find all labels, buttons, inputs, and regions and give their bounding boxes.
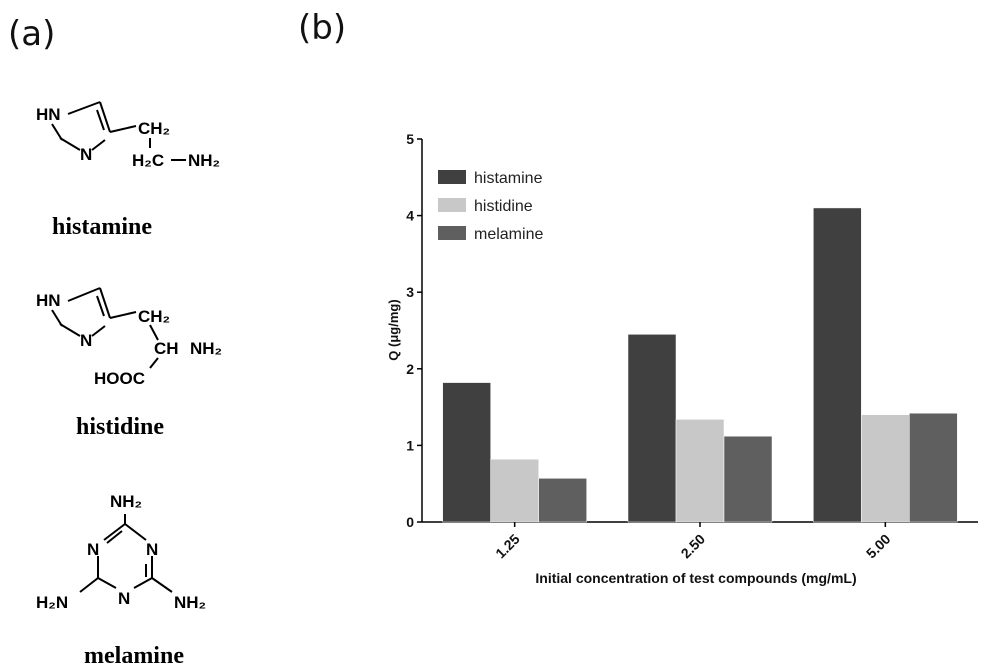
- histamine-hn-label: HN: [36, 105, 61, 124]
- bar-histamine: [813, 207, 862, 523]
- y-tick-label: 5: [406, 131, 414, 147]
- histidine-name: histidine: [76, 414, 165, 440]
- x-axis-label: Initial concentration of test compounds …: [535, 570, 856, 586]
- melamine-nh2-top-label: NH₂: [110, 492, 142, 511]
- melamine-structure: [79, 514, 173, 593]
- bar-melamine: [909, 412, 958, 523]
- histidine-ch2-label: CH₂: [138, 307, 170, 326]
- legend-label-histamine: histamine: [474, 170, 543, 187]
- x-tick-label: 2.50: [678, 531, 709, 562]
- bar-histamine: [627, 334, 677, 523]
- histidine-hn-label: HN: [36, 291, 61, 310]
- y-tick-label: 0: [406, 514, 414, 530]
- histamine-h2c-label: H₂C: [132, 151, 164, 170]
- y-axis-label: Q (μg/mg): [386, 299, 401, 360]
- bar-histidine: [861, 414, 910, 523]
- bar-histidine: [490, 458, 539, 523]
- melamine-n-bottom-label: N: [118, 589, 130, 608]
- histidine-hooc-label: HOOC: [94, 369, 145, 388]
- histamine-structure: [51, 101, 186, 161]
- melamine-n-right-label: N: [146, 540, 158, 559]
- histidine-ch-label: CH: [154, 339, 179, 358]
- legend-swatch-histamine: [438, 170, 466, 184]
- panel-label-b: (b): [298, 8, 347, 48]
- melamine-nh2-right-label: NH₂: [174, 593, 206, 612]
- y-tick-label: 4: [406, 208, 414, 224]
- bar-melamine: [723, 435, 773, 523]
- legend-swatch-histidine: [438, 198, 466, 212]
- y-tick-label: 2: [406, 361, 414, 377]
- histamine-nh2-label: NH₂: [188, 151, 220, 170]
- panel-label-a: (a): [8, 14, 56, 54]
- legend-label-histidine: histidine: [474, 198, 533, 215]
- histidine-structure: [51, 287, 159, 369]
- histidine-n-label: N: [80, 331, 92, 350]
- y-tick-label: 3: [406, 284, 414, 300]
- bar-melamine: [538, 478, 587, 523]
- legend-swatch-melamine: [438, 226, 466, 240]
- x-tick-label: 5.00: [863, 531, 894, 562]
- melamine-n-left-label: N: [87, 540, 99, 559]
- y-tick-label: 1: [406, 437, 414, 453]
- histamine-name: histamine: [52, 214, 153, 240]
- histidine-nh2-label: NH₂: [190, 339, 222, 358]
- bar-histidine: [675, 419, 725, 523]
- melamine-name: melamine: [84, 643, 184, 669]
- bar-histamine: [442, 382, 491, 523]
- chemical-structures: HN N CH₂ H₂C NH₂ HN N CH₂ CH NH₂ HOOC NH…: [36, 101, 222, 612]
- legend-label-melamine: melamine: [474, 226, 543, 243]
- melamine-h2n-label: H₂N: [36, 593, 68, 612]
- x-tick-label: 1.25: [492, 531, 523, 562]
- histamine-n-label: N: [80, 145, 92, 164]
- histamine-ch2-label: CH₂: [138, 119, 170, 138]
